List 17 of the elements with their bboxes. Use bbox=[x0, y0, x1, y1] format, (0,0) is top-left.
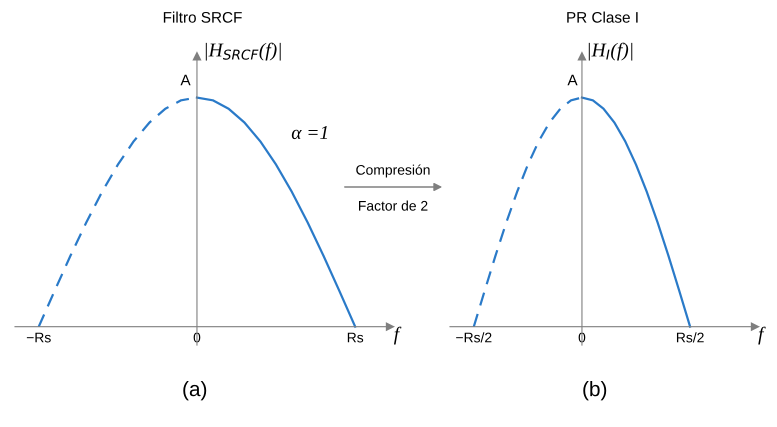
x-axis-title: f bbox=[758, 326, 766, 345]
x-tick-label: Rs bbox=[348, 332, 364, 342]
x-tick-label: Rs/2 bbox=[676, 332, 704, 342]
chart-title: Filtro SRCF bbox=[164, 12, 242, 23]
y-axis-title: |H$_{I}$(f)| bbox=[588, 42, 632, 61]
annotation: α =1 bbox=[292, 126, 328, 140]
y-axis-title: |H$_{SRCF}$(f)| bbox=[206, 42, 281, 61]
text: A bbox=[567, 74, 578, 86]
x-tick-label: −Rs bbox=[26, 332, 51, 342]
annotation: Compresión bbox=[356, 164, 430, 178]
x-axis-title: f bbox=[394, 326, 402, 345]
annotation: Factor de 2 bbox=[359, 200, 428, 211]
text: (a) bbox=[183, 380, 206, 400]
text: A bbox=[180, 74, 191, 86]
chart-title: PR Clase I bbox=[567, 12, 638, 23]
x-tick-label: −Rs/2 bbox=[456, 332, 492, 342]
text: (b) bbox=[583, 380, 606, 400]
